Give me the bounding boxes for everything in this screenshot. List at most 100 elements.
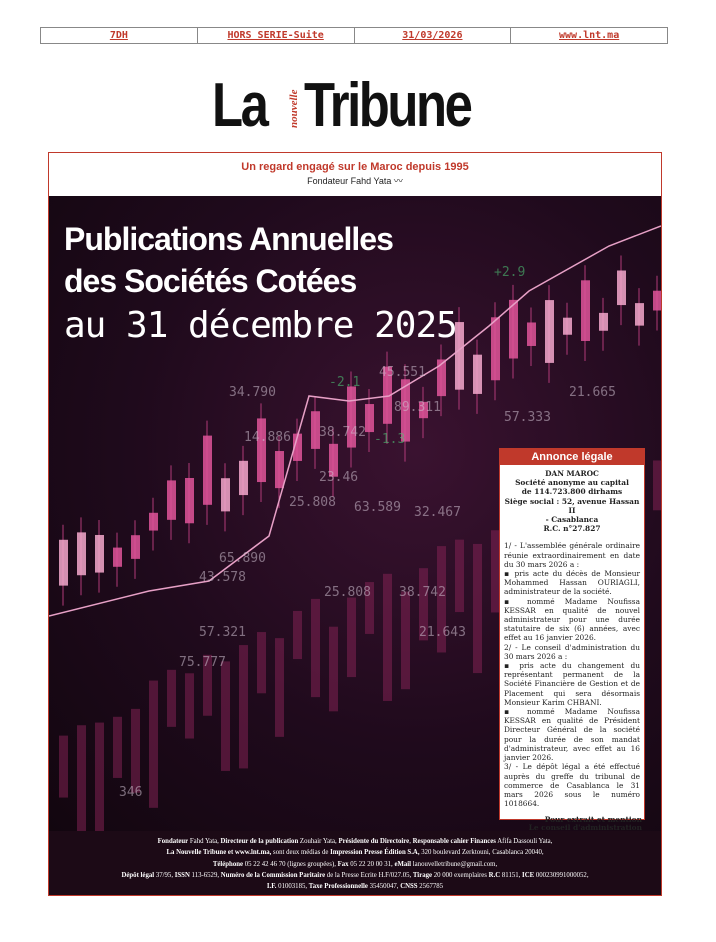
ticker-number: 75.777 — [179, 655, 226, 670]
logo-nouvelle: nouvelle — [288, 89, 300, 129]
ticker-number: 21.665 — [569, 385, 616, 400]
candle-body-faded — [347, 597, 356, 678]
slogan: Un regard engagé sur le Maroc depuis 199… — [241, 161, 469, 173]
candle-body-faded — [131, 708, 140, 793]
ticker-number: -1.3 — [374, 432, 405, 447]
candle-body — [401, 379, 410, 442]
ticker-number: -2.1 — [329, 375, 360, 390]
candle-body-faded — [167, 669, 176, 727]
candle-body-faded — [239, 645, 248, 769]
website-link[interactable]: www.lnt.ma — [559, 30, 620, 41]
announcement-header: Annonce légale — [500, 449, 644, 465]
candle-body — [95, 534, 104, 573]
ticker-number: 14.886 — [244, 430, 291, 445]
candle-body-faded — [455, 539, 464, 613]
candle-body-faded — [275, 638, 284, 737]
ticker-number: 23.46 — [319, 470, 358, 485]
footer-line: I.F. 01003185, Taxe Professionnelle 3545… — [266, 883, 444, 891]
candle-body — [455, 322, 464, 390]
candle-body-faded — [257, 632, 266, 694]
candle-body — [203, 435, 212, 505]
footer-line: Téléphone 05 22 42 46 70 (lignes groupée… — [212, 860, 498, 868]
ticker-number: 65.890 — [219, 551, 266, 566]
footer-line: Fondateur Fahd Yata, Directeur de la pub… — [157, 838, 553, 845]
candle-body-faded — [419, 568, 428, 641]
masthead-footer: Fondateur Fahd Yata, Directeur de la pub… — [49, 831, 661, 895]
candle-body — [635, 303, 644, 326]
ticker-number: 45.551 — [379, 365, 426, 380]
candle-body — [257, 418, 266, 483]
candle-body-faded — [653, 460, 661, 511]
company-info: DAN MAROC Société anonyme au capital de … — [504, 469, 640, 534]
ticker-number: 346 — [119, 785, 142, 800]
ticker-number: 25.808 — [289, 495, 336, 510]
trend-line — [49, 225, 661, 617]
footer-line: Dépôt légal 37/95, ISSN 113-6529, Numéro… — [121, 871, 589, 879]
candle-body — [383, 366, 392, 424]
candle-body-faded — [401, 591, 410, 690]
candle-body — [617, 270, 626, 306]
candle-body-faded — [383, 573, 392, 701]
header-bar: 7DH HORS SERIE-Suite 31/03/2026 www.lnt.… — [40, 27, 668, 44]
legal-announcement: Annonce légale DAN MAROC Société anonyme… — [499, 448, 645, 832]
candle-body-faded — [185, 673, 194, 739]
candle-body-faded — [77, 725, 86, 831]
logo-la: La — [212, 71, 269, 140]
candle-body — [527, 322, 536, 346]
candle-body-faded — [437, 546, 446, 653]
candle-body-faded — [221, 661, 230, 771]
candle-body-faded — [293, 610, 302, 660]
candle-body-faded — [491, 530, 500, 613]
candle-body — [419, 401, 428, 419]
candle-body — [221, 478, 230, 512]
candle-body-faded — [329, 626, 338, 712]
candle-body — [581, 280, 590, 341]
logo-tribune: Tribune — [304, 71, 473, 140]
ticker-number: 43.578 — [199, 570, 246, 585]
ticker-number: 34.790 — [229, 385, 276, 400]
announcement-body: 1/ - L'assemblée générale ordinaire réun… — [504, 541, 640, 809]
mustache-icon: 〰 — [393, 176, 403, 186]
candle-body-faded — [59, 735, 68, 798]
candle-body — [347, 386, 356, 448]
candle-body-faded — [113, 716, 122, 778]
ticker-number: 32.467 — [414, 505, 461, 520]
candle-body-faded — [473, 543, 482, 674]
candle-body — [599, 312, 608, 331]
candle-body — [473, 354, 482, 394]
cover-title: Publications Annuelles des Sociétés Coté… — [64, 221, 458, 346]
candle-body — [545, 300, 554, 363]
candle-body — [167, 480, 176, 520]
candle-body — [311, 411, 320, 449]
candle-body — [275, 451, 284, 489]
candle-body — [77, 532, 86, 576]
founder-line: Fondateur Fahd Yata 〰 — [307, 176, 403, 186]
candle-body — [59, 539, 68, 586]
ticker-number: 38.742 — [319, 425, 366, 440]
candle-body — [491, 317, 500, 381]
ticker-number: 57.321 — [199, 625, 246, 640]
edition: HORS SERIE-Suite — [198, 28, 355, 43]
candle-body-faded — [365, 582, 374, 634]
ticker-number: +2.9 — [494, 265, 525, 280]
newspaper-logo: La nouvelle Tribune — [212, 70, 502, 140]
footer-line: La Nouvelle Tribune et www.lnt.ma, sont … — [166, 849, 544, 857]
price: 7DH — [41, 28, 198, 43]
candle-body-faded — [311, 598, 320, 698]
ticker-number: 25.808 — [324, 585, 371, 600]
candle-body — [509, 299, 518, 359]
candle-body — [113, 547, 122, 567]
announcement-signature: Pour extrait et mention Le conseil d'adm… — [528, 815, 642, 833]
candle-body — [563, 317, 572, 335]
candle-body — [131, 535, 140, 559]
ticker-number: 38.742 — [399, 585, 446, 600]
ticker-number: 89.311 — [394, 400, 441, 415]
ticker-number: 21.643 — [419, 625, 466, 640]
candle-body — [365, 404, 374, 433]
cover-frame: Un regard engagé sur le Maroc depuis 199… — [48, 152, 662, 896]
candle-body — [437, 359, 446, 397]
issue-date: 31/03/2026 — [355, 28, 512, 43]
candle-body — [239, 460, 248, 496]
cover-image: 45.551 57.333 34.790 14.886 38.742 89.311 23.4… — [49, 196, 661, 832]
candle-body — [329, 443, 338, 477]
